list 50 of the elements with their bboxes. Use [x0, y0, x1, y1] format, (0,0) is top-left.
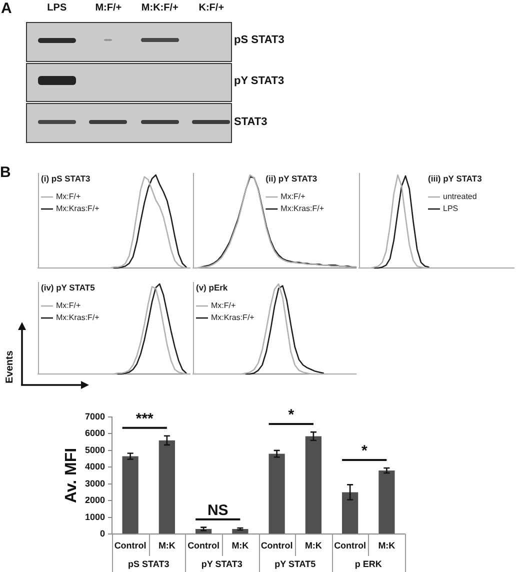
chart-title: (v) pErk	[196, 282, 228, 292]
series-label: M:K	[158, 540, 176, 550]
legend-label: Mx:F/+	[280, 192, 306, 202]
text: M:K	[304, 540, 322, 550]
category-label: pY STAT3	[234, 74, 284, 87]
text: Control	[260, 540, 293, 550]
y-tick-label: 0	[100, 528, 105, 538]
legend-label: Mx:Kras:F/+	[56, 204, 100, 214]
text: B	[0, 164, 11, 181]
series-label: Control	[114, 540, 146, 550]
chart-title: (iii) pY STAT3	[428, 173, 482, 184]
chart-title: (iv) pY STAT5	[41, 282, 96, 292]
category-label: M:K:F/+	[141, 2, 178, 14]
text: M:K	[232, 540, 249, 550]
legend-label: Mx:Kras:F/+	[211, 313, 255, 322]
x-tick-label: pY STAT5	[274, 558, 316, 569]
x-tick-label: pY STAT3	[201, 558, 242, 569]
category-label: K:F/+	[198, 2, 224, 14]
category-label: LPS	[47, 2, 67, 14]
legend-label: Mx:Kras:F/+	[280, 204, 324, 214]
chart-title: (i) pS STAT3	[41, 173, 91, 184]
legend-label: Mx:F/+	[211, 301, 236, 310]
legend-label: Mx:Kras:F/+	[56, 313, 100, 322]
x-tick-label: pS STAT3	[128, 558, 170, 569]
annotation: NS	[207, 502, 228, 519]
legend-label: LPS	[443, 204, 458, 214]
y-tick-label: 3000	[84, 478, 105, 488]
y-tick-label: 1000	[84, 512, 105, 522]
x-tick-label: p ERK	[354, 558, 382, 569]
y-tick-label: 7000	[84, 411, 105, 422]
legend-label: untreated	[443, 192, 477, 202]
y-axis-title: Events	[4, 350, 16, 384]
text: A	[1, 0, 12, 17]
category-label: STAT3	[234, 116, 268, 128]
text: Control	[334, 540, 366, 550]
y-axis-title: Av. MFI	[63, 448, 80, 504]
text: Control	[188, 540, 220, 550]
y-tick-label: 4000	[84, 462, 105, 472]
category-label: pS STAT3	[234, 34, 284, 46]
category-label: M:F/+	[95, 2, 122, 14]
chart-title: (ii) pY STAT3	[266, 173, 318, 184]
y-tick-label: 6000	[84, 428, 105, 438]
y-tick-label: 2000	[84, 495, 105, 506]
legend-label: Mx:F/+	[56, 301, 81, 310]
legend-label: Mx:F/+	[56, 192, 81, 202]
y-tick-label: 5000	[84, 444, 105, 455]
annotation: ***	[136, 410, 154, 428]
text: M:K	[378, 540, 396, 550]
annotation: *	[288, 406, 294, 424]
annotation: *	[361, 442, 368, 460]
